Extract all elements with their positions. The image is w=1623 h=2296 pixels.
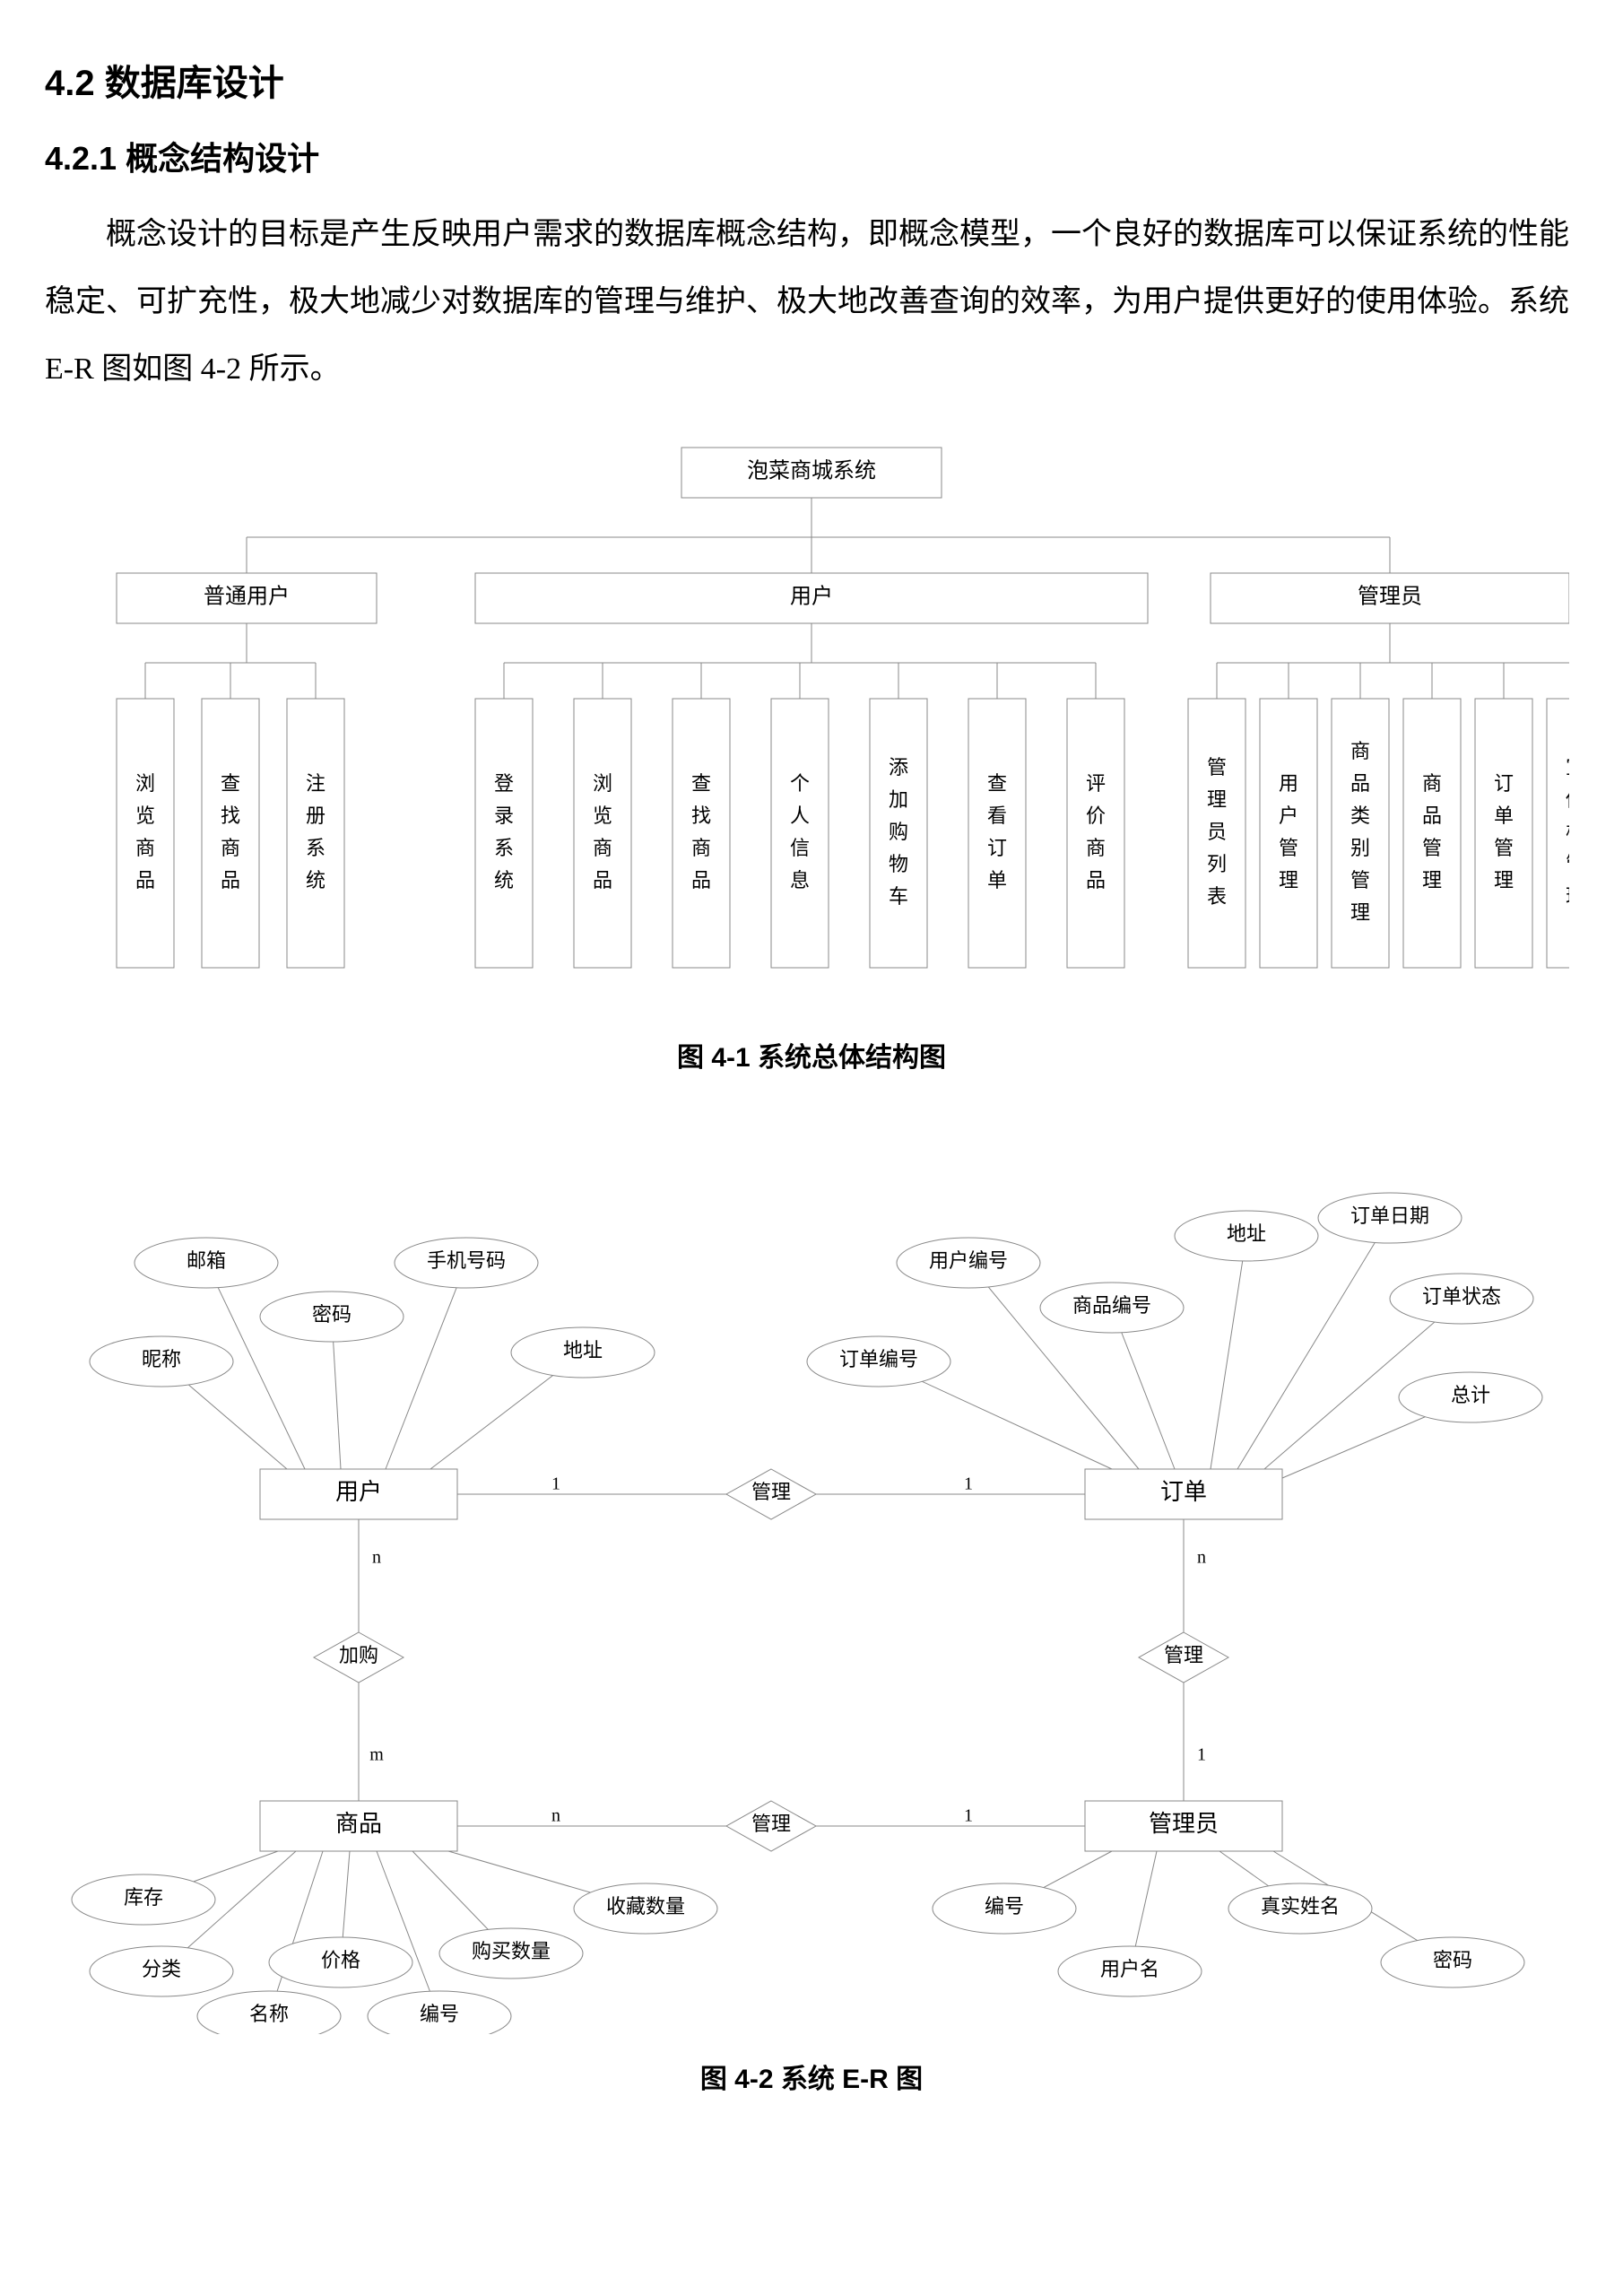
figure-4-1-caption: 图 4-1 系统总体结构图 <box>45 1035 1578 1074</box>
svg-text:订单: 订单 <box>1160 1479 1207 1505</box>
svg-text:邮箱: 邮箱 <box>187 1249 226 1272</box>
figure-4-2-caption: 图 4-2 系统 E-R 图 <box>45 2057 1578 2096</box>
svg-text:订单状态: 订单状态 <box>1422 1285 1501 1308</box>
intro-paragraph: 概念设计的目标是产生反映用户需求的数据库概念结构，即概念模型，一个良好的数据库可… <box>45 202 1578 403</box>
svg-text:名称: 名称 <box>249 2003 289 2025</box>
svg-text:用户: 用户 <box>335 1479 382 1505</box>
svg-text:订单日期: 订单日期 <box>1350 1205 1429 1227</box>
svg-text:手机号码: 手机号码 <box>427 1249 506 1272</box>
svg-text:编号: 编号 <box>420 2003 459 2025</box>
svg-text:1: 1 <box>1197 1745 1206 1765</box>
svg-text:编号: 编号 <box>985 1895 1024 1918</box>
svg-text:n: n <box>551 1806 560 1826</box>
svg-text:地址: 地址 <box>1227 1222 1266 1245</box>
svg-text:泡菜商城系统: 泡菜商城系统 <box>747 459 876 483</box>
svg-text:管理员: 管理员 <box>1358 585 1422 609</box>
er-diagram: 用户订单商品管理员管理11加购nm管理n1管理n1邮箱昵称密码手机号码地址订单编… <box>54 1119 1569 2034</box>
svg-text:价格: 价格 <box>321 1949 360 1971</box>
hierarchy-diagram: 泡菜商城系统普通用户浏览商品查找商品注册系统用户登录系统浏览商品查找商品个人信息… <box>54 439 1569 1013</box>
svg-text:1: 1 <box>964 1806 973 1826</box>
svg-text:n: n <box>372 1548 381 1568</box>
svg-text:商品: 商品 <box>335 1811 382 1837</box>
svg-text:管理: 管理 <box>1164 1644 1203 1666</box>
svg-text:管理员: 管理员 <box>1149 1811 1219 1837</box>
svg-text:总计: 总计 <box>1451 1384 1490 1406</box>
svg-text:昵称: 昵称 <box>142 1348 181 1370</box>
svg-text:管理: 管理 <box>751 1481 791 1503</box>
svg-text:密码: 密码 <box>312 1303 352 1326</box>
svg-text:m: m <box>369 1745 384 1765</box>
svg-text:商品编号: 商品编号 <box>1072 1294 1151 1317</box>
svg-text:n: n <box>1197 1548 1206 1568</box>
svg-text:用户编号: 用户编号 <box>929 1249 1008 1272</box>
svg-text:收藏数量: 收藏数量 <box>606 1895 685 1918</box>
svg-text:普通用户: 普通用户 <box>204 585 290 609</box>
svg-text:密码: 密码 <box>1433 1949 1472 1971</box>
svg-text:管理: 管理 <box>751 1813 791 1835</box>
svg-text:用户名: 用户名 <box>1100 1958 1159 1980</box>
svg-text:加购: 加购 <box>339 1644 378 1666</box>
svg-text:1: 1 <box>964 1474 973 1494</box>
svg-text:分类: 分类 <box>142 1958 181 1980</box>
svg-text:地址: 地址 <box>563 1339 603 1361</box>
figure-4-2-wrap: 用户订单商品管理员管理11加购nm管理n1管理n1邮箱昵称密码手机号码地址订单编… <box>45 1119 1578 2034</box>
svg-text:用户: 用户 <box>790 585 833 609</box>
figure-4-1-wrap: 泡菜商城系统普通用户浏览商品查找商品注册系统用户登录系统浏览商品查找商品个人信息… <box>45 439 1578 1013</box>
svg-text:购买数量: 购买数量 <box>472 1940 551 1962</box>
svg-text:订单编号: 订单编号 <box>839 1348 918 1370</box>
svg-text:1: 1 <box>551 1474 560 1494</box>
svg-text:真实姓名: 真实姓名 <box>1261 1895 1340 1918</box>
svg-text:库存: 库存 <box>124 1886 163 1909</box>
subsection-heading: 4.2.1 概念结构设计 <box>45 133 1578 179</box>
section-heading: 4.2 数据库设计 <box>45 54 1578 106</box>
